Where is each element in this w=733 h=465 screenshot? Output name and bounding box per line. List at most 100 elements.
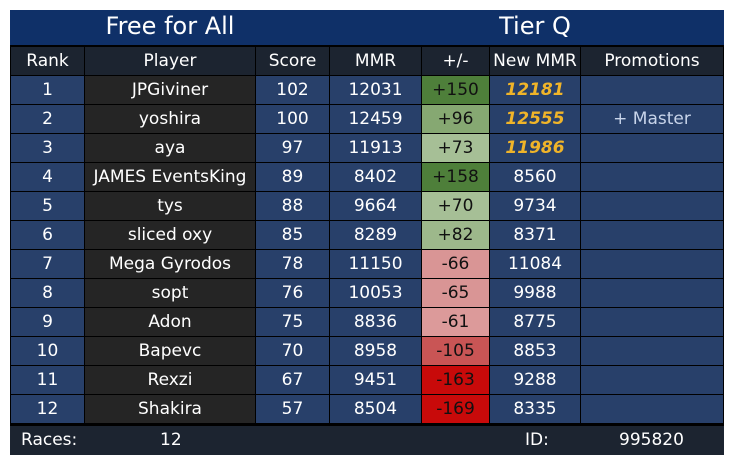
table-row: 11 Rexzi 67 9451 -163 9288 [10,366,724,394]
mmr-change-cell: -66 [422,250,489,278]
new-mmr-cell: 11084 [490,250,580,278]
rank-cell: 10 [11,337,84,365]
score-cell: 88 [256,192,329,220]
new-mmr-cell: 9988 [490,279,580,307]
new-mmr-cell: 8335 [490,395,580,423]
new-mmr-cell: 8371 [490,221,580,249]
mmr-change-cell: +96 [422,105,489,133]
table-row: 1 JPGiviner 102 12031 +150 12181 [10,76,724,104]
score-cell: 76 [256,279,329,307]
mmr-change-cell: +82 [422,221,489,249]
promotion-cell [581,337,723,365]
mode-title: Free for All [105,12,235,40]
promotion-cell: + Master [581,105,723,133]
header-mmr-change: +/- [422,47,489,75]
rank-cell: 9 [11,308,84,336]
table-row: 12 Shakira 57 8504 -169 8335 [10,395,724,423]
new-mmr-cell: 11986 [490,134,580,162]
promotion-cell [581,192,723,220]
header-promotions: Promotions [581,47,723,75]
rank-cell: 11 [11,366,84,394]
player-cell: Adon [85,308,255,336]
mmr-cell: 9664 [330,192,421,220]
mmr-cell: 8836 [330,308,421,336]
mmr-change-cell: +150 [422,76,489,104]
score-cell: 75 [256,308,329,336]
mmr-cell: 9451 [330,366,421,394]
title-banner: Free for All Tier Q [10,10,724,45]
mmr-cell: 12459 [330,105,421,133]
mmr-change-cell: -65 [422,279,489,307]
player-cell: aya [85,134,255,162]
promotion-cell [581,134,723,162]
table-row: 2 yoshira 100 12459 +96 12555 + Master [10,105,724,133]
player-cell: JPGiviner [85,76,255,104]
mmr-cell: 8504 [330,395,421,423]
id-label: ID: [525,430,549,450]
promotion-cell [581,366,723,394]
mmr-change-cell: +70 [422,192,489,220]
score-cell: 100 [256,105,329,133]
table-row: 5 tys 88 9664 +70 9734 [10,192,724,220]
id-value: 995820 [619,430,684,450]
player-cell: yoshira [85,105,255,133]
mmr-cell: 8958 [330,337,421,365]
races-value: 12 [160,430,182,450]
rank-cell: 5 [11,192,84,220]
rank-cell: 8 [11,279,84,307]
rank-cell: 2 [11,105,84,133]
table-footer: Races: 12 ID: 995820 [10,426,724,455]
promotion-cell [581,163,723,191]
mmr-cell: 8402 [330,163,421,191]
table-row: 6 sliced oxy 85 8289 +82 8371 [10,221,724,249]
mmr-change-cell: -163 [422,366,489,394]
header-rank: Rank [11,47,84,75]
races-label: Races: [21,430,78,450]
player-cell: Mega Gyrodos [85,250,255,278]
mmr-change-cell: +158 [422,163,489,191]
score-cell: 78 [256,250,329,278]
mmr-change-cell: -105 [422,337,489,365]
score-cell: 67 [256,366,329,394]
player-cell: JAMES EventsKing [85,163,255,191]
new-mmr-cell: 12555 [490,105,580,133]
header-new-mmr: New MMR [490,47,580,75]
promotion-cell [581,76,723,104]
header-row: Rank Player Score MMR +/- New MMR Promotions [10,47,724,75]
promotion-cell [581,250,723,278]
mmr-cell: 8289 [330,221,421,249]
table-row: 4 JAMES EventsKing 89 8402 +158 8560 [10,163,724,191]
table-row: 7 Mega Gyrodos 78 11150 -66 11084 [10,250,724,278]
rank-cell: 7 [11,250,84,278]
mmr-change-cell: -61 [422,308,489,336]
rank-cell: 6 [11,221,84,249]
table-row: 9 Adon 75 8836 -61 8775 [10,308,724,336]
promotion-cell [581,308,723,336]
header-player: Player [85,47,255,75]
score-cell: 97 [256,134,329,162]
player-cell: Bapevc [85,337,255,365]
player-cell: Shakira [85,395,255,423]
new-mmr-cell: 9734 [490,192,580,220]
player-cell: sopt [85,279,255,307]
promotion-cell [581,279,723,307]
score-cell: 89 [256,163,329,191]
score-cell: 57 [256,395,329,423]
mmr-cell: 10053 [330,279,421,307]
score-cell: 102 [256,76,329,104]
mmr-cell: 12031 [330,76,421,104]
rank-cell: 12 [11,395,84,423]
header-score: Score [256,47,329,75]
table-row: 3 aya 97 11913 +73 11986 [10,134,724,162]
mmr-cell: 11913 [330,134,421,162]
new-mmr-cell: 12181 [490,76,580,104]
score-cell: 85 [256,221,329,249]
rank-cell: 4 [11,163,84,191]
player-cell: sliced oxy [85,221,255,249]
table-row: 8 sopt 76 10053 -65 9988 [10,279,724,307]
score-cell: 70 [256,337,329,365]
new-mmr-cell: 8775 [490,308,580,336]
mmr-change-cell: -169 [422,395,489,423]
new-mmr-cell: 8853 [490,337,580,365]
rank-cell: 3 [11,134,84,162]
